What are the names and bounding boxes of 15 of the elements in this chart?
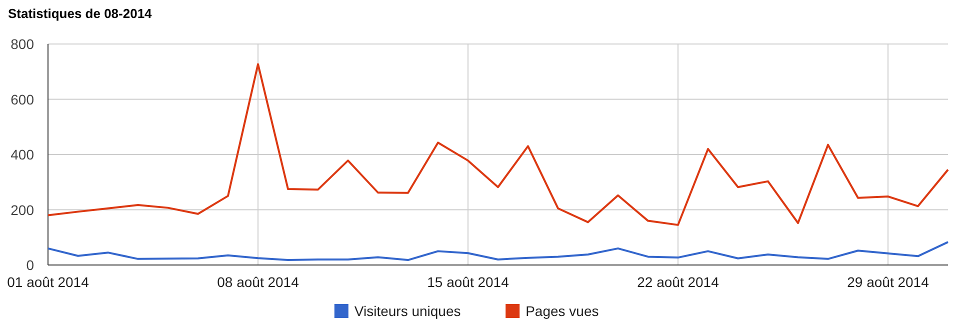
x-tick-label: 08 août 2014 xyxy=(217,274,300,290)
y-tick-label: 800 xyxy=(10,36,34,52)
y-tick-label: 400 xyxy=(10,146,34,162)
legend-label: Visiteurs uniques xyxy=(354,303,461,319)
line-series xyxy=(47,241,949,262)
y-tick-label: 200 xyxy=(10,202,34,218)
y-tick-label: 600 xyxy=(10,91,34,108)
line-series xyxy=(47,63,949,226)
x-tick-label: 22 août 2014 xyxy=(637,274,720,290)
chart-title: Statistiques de 08-2014 xyxy=(8,6,153,21)
x-tick-label: 15 août 2014 xyxy=(427,274,510,290)
y-tick-label: 0 xyxy=(26,257,34,273)
x-tick-label: 01 août 2014 xyxy=(7,274,90,290)
x-tick-label: 29 août 2014 xyxy=(847,274,930,290)
legend-label: Pages vues xyxy=(526,303,599,319)
